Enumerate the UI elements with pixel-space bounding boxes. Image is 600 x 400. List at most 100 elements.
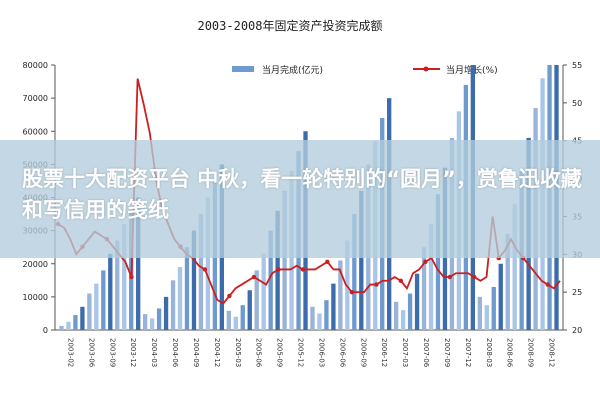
bar: [428, 224, 434, 330]
bar: [338, 260, 343, 330]
x-tick-label: 2005-06: [255, 338, 263, 368]
bar: [414, 273, 420, 330]
right-tick-label: 25: [572, 288, 582, 297]
line-point: [423, 259, 428, 265]
bar: [352, 214, 357, 330]
line-point: [325, 259, 330, 265]
bar: [59, 326, 64, 330]
bar: [94, 283, 99, 330]
left-tick-label: 70000: [23, 94, 48, 103]
bar: [324, 300, 329, 330]
bar: [163, 296, 169, 330]
bar: [177, 267, 183, 330]
bar: [484, 305, 489, 330]
line-point: [276, 267, 281, 272]
banner-headline[interactable]: 股票十大配资平台 中秋，看一轮特别的“圆月”，赏鲁迅收藏和写信用的笺纸: [22, 167, 582, 222]
bar: [149, 318, 155, 330]
x-tick-label: 2006-12: [380, 338, 388, 367]
x-tick-label: 2004-09: [192, 338, 200, 367]
bar: [247, 290, 252, 330]
x-tick-label: 2006-03: [317, 338, 325, 367]
x-tick-label: 2003-06: [87, 338, 95, 368]
bar: [66, 321, 71, 330]
bar: [282, 190, 287, 330]
legend-bar-label: 当月完成(亿元): [262, 64, 323, 76]
legend: 当月完成(亿元) 当月增长(%): [232, 64, 498, 76]
x-tick-label: 2006-06: [338, 338, 346, 368]
line-point: [129, 274, 134, 280]
x-tick-label: 2003-02: [66, 338, 74, 367]
banner-overlay: [0, 140, 600, 258]
bar: [268, 230, 273, 330]
bar: [233, 316, 238, 330]
line-point: [251, 274, 257, 280]
bar: [101, 270, 106, 330]
left-tick-label: 10000: [23, 293, 48, 302]
x-tick-label: 2004-12: [213, 338, 221, 367]
bar: [205, 197, 211, 330]
bar: [136, 197, 141, 330]
chart-title: 2003-2008年固定资产投资完成额: [197, 18, 382, 33]
bar: [505, 233, 510, 330]
line-point: [472, 274, 477, 280]
bar: [261, 253, 266, 330]
bar: [498, 263, 503, 330]
bar: [310, 306, 315, 330]
x-tick-label: 2005-09: [276, 338, 284, 367]
bar: [108, 253, 113, 330]
bar: [491, 286, 496, 330]
bar: [359, 190, 364, 330]
bar: [170, 280, 176, 330]
bar: [198, 214, 204, 330]
right-tick-label: 20: [572, 326, 582, 335]
bar: [122, 224, 127, 330]
growth-line: [57, 78, 561, 305]
x-tick-label: 2005-03: [234, 338, 242, 367]
x-tick-label: 2004-06: [171, 338, 179, 368]
bar: [512, 204, 517, 330]
bar: [407, 293, 413, 330]
line-point: [202, 267, 208, 272]
bar: [226, 310, 231, 330]
line-point: [447, 274, 453, 280]
x-tick-label: 2007-06: [422, 338, 430, 368]
line-point: [300, 267, 306, 272]
right-tick-label: 55: [572, 61, 582, 70]
x-tick-label: 2004-03: [150, 338, 158, 367]
bar: [400, 310, 406, 330]
left-tick-label: 0: [43, 326, 48, 335]
x-tick-label: 2003-12: [129, 338, 137, 367]
x-tick-label: 2008-03: [485, 338, 493, 367]
bar: [317, 313, 322, 330]
x-tick-label: 2007-09: [443, 338, 451, 367]
legend-line-marker: [423, 66, 429, 72]
bar: [73, 315, 78, 330]
x-tick-label: 2003-09: [108, 338, 116, 367]
x-tick-label: 2006-09: [359, 338, 367, 367]
right-tick-label: 50: [572, 99, 582, 108]
x-tick-label: 2007-03: [401, 338, 409, 367]
bar: [393, 301, 399, 330]
line-point: [374, 282, 379, 287]
bar: [421, 247, 427, 330]
bar: [331, 283, 336, 330]
line-point: [398, 278, 404, 283]
bar: [477, 296, 482, 330]
x-tick-label: 2008-06: [506, 338, 514, 368]
x-tick-label: 2007-12: [464, 338, 472, 367]
left-tick-label: 60000: [23, 127, 48, 136]
line-point: [227, 293, 232, 299]
bar: [191, 230, 197, 330]
bar: [80, 306, 85, 330]
x-tick-label: 2005-12: [297, 338, 305, 367]
line-point: [545, 282, 550, 287]
bar: [87, 293, 92, 330]
bar: [254, 270, 259, 330]
legend-bar-swatch: [232, 66, 254, 72]
x-axis-ticks: 2003-02 2003-06 2003-09 2003-12 2004-03 2004-…: [66, 338, 555, 368]
line-point: [349, 289, 355, 295]
left-tick-label: 80000: [23, 61, 48, 70]
bar: [184, 247, 190, 330]
bar: [240, 305, 245, 330]
x-tick-label: 2008-12: [548, 338, 556, 367]
